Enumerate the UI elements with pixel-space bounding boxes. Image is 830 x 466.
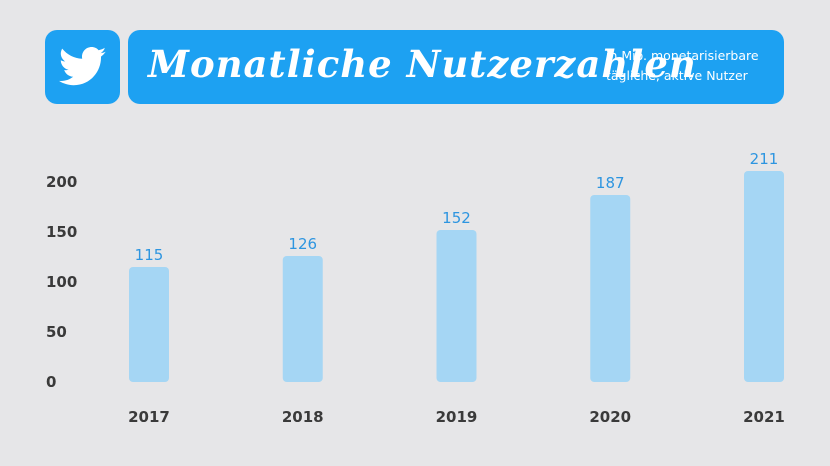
subtitle: in Mio. monetarisierbare tägliche, aktiv…: [606, 46, 782, 86]
x-tick-label-2020: 2020: [589, 408, 631, 426]
bar-2018: [282, 256, 323, 382]
y-tick-label: 50: [46, 323, 67, 341]
y-tick-label: 200: [46, 173, 77, 191]
x-tick-label-2021: 2021: [743, 408, 785, 426]
x-tick-label-2019: 2019: [436, 408, 478, 426]
bar-2017: [129, 267, 169, 382]
subtitle-line-2: tägliche, aktive Nutzer: [606, 68, 748, 83]
y-tick-label: 150: [46, 223, 77, 241]
data-label-2021: 211: [750, 150, 779, 168]
y-axis: 0 50 100 150 200: [46, 173, 77, 391]
bar-2020: [590, 195, 631, 382]
twitter-logo-box: [45, 30, 120, 104]
subtitle-line-1: in Mio. monetarisierbare: [606, 48, 759, 63]
bar-2019: [436, 230, 477, 382]
x-tick-label-2017: 2017: [128, 408, 170, 426]
title-banner: Monatliche Nutzerzahlen in Mio. monetari…: [128, 30, 784, 104]
data-label-2020: 187: [596, 174, 625, 192]
data-label-2018: 126: [288, 235, 317, 253]
twitter-bird-icon: [58, 47, 106, 86]
bars: 115 126 152 187 211: [129, 150, 784, 382]
bar-2021: [744, 171, 784, 382]
page-title: Monatliche Nutzerzahlen: [148, 42, 697, 86]
y-tick-label: 0: [46, 373, 56, 391]
data-label-2019: 152: [442, 209, 471, 227]
y-tick-label: 100: [46, 273, 77, 291]
data-label-2017: 115: [135, 246, 164, 264]
x-axis: 2017 2018 2019 2020 2021: [128, 408, 785, 426]
x-tick-label-2018: 2018: [282, 408, 324, 426]
